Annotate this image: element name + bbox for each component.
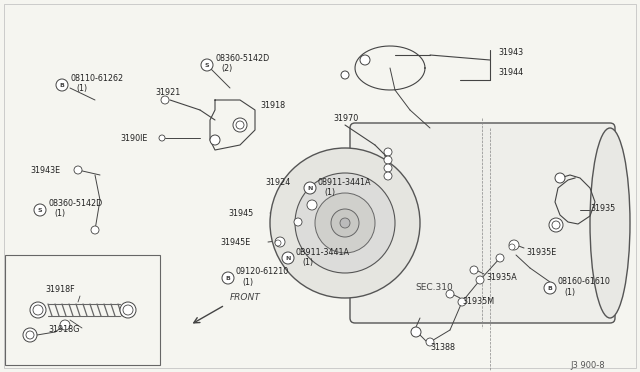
- Circle shape: [426, 338, 434, 346]
- Circle shape: [331, 209, 359, 237]
- Text: S: S: [205, 62, 209, 67]
- Text: 31945E: 31945E: [220, 237, 250, 247]
- Text: (1): (1): [324, 187, 335, 196]
- Circle shape: [307, 200, 317, 210]
- Text: (2): (2): [221, 64, 232, 73]
- Circle shape: [30, 302, 46, 318]
- Circle shape: [233, 118, 247, 132]
- Circle shape: [340, 218, 350, 228]
- Text: S: S: [38, 208, 42, 212]
- Circle shape: [60, 320, 70, 330]
- Text: SEC.310: SEC.310: [415, 283, 452, 292]
- Circle shape: [384, 164, 392, 172]
- Text: (1): (1): [564, 288, 575, 296]
- Text: 31943: 31943: [498, 48, 523, 57]
- Text: FRONT: FRONT: [230, 294, 260, 302]
- Text: 31935A: 31935A: [486, 273, 516, 282]
- Circle shape: [161, 96, 169, 104]
- Circle shape: [123, 305, 133, 315]
- Ellipse shape: [590, 128, 630, 318]
- Circle shape: [120, 302, 136, 318]
- Text: B: B: [225, 276, 230, 280]
- Text: 3190IE: 3190IE: [120, 134, 147, 142]
- Text: 31943E: 31943E: [30, 166, 60, 174]
- Circle shape: [236, 121, 244, 129]
- Circle shape: [360, 55, 370, 65]
- Text: 31944: 31944: [498, 67, 523, 77]
- Text: 31918G: 31918G: [48, 326, 79, 334]
- Text: 31924: 31924: [265, 177, 291, 186]
- Circle shape: [496, 254, 504, 262]
- Circle shape: [509, 244, 515, 250]
- Circle shape: [74, 166, 82, 174]
- Circle shape: [34, 204, 46, 216]
- Circle shape: [384, 148, 392, 156]
- Circle shape: [33, 305, 43, 315]
- Text: B: B: [548, 285, 552, 291]
- Text: 31921: 31921: [155, 87, 180, 96]
- Text: N: N: [307, 186, 313, 190]
- Circle shape: [458, 298, 466, 306]
- Circle shape: [384, 172, 392, 180]
- Circle shape: [509, 240, 519, 250]
- Text: (1): (1): [242, 278, 253, 286]
- Text: 31918F: 31918F: [45, 285, 75, 295]
- Text: 31918: 31918: [260, 100, 285, 109]
- Text: 08160-61610: 08160-61610: [558, 278, 611, 286]
- Text: 31935M: 31935M: [462, 298, 494, 307]
- Text: 31935: 31935: [590, 203, 615, 212]
- Circle shape: [446, 290, 454, 298]
- Circle shape: [159, 135, 165, 141]
- Text: (1): (1): [302, 257, 313, 266]
- Circle shape: [222, 272, 234, 284]
- Circle shape: [23, 328, 37, 342]
- Text: B: B: [60, 83, 65, 87]
- Text: 31970: 31970: [333, 113, 358, 122]
- Text: 08911-3441A: 08911-3441A: [318, 177, 371, 186]
- Circle shape: [341, 71, 349, 79]
- Circle shape: [282, 252, 294, 264]
- Circle shape: [555, 173, 565, 183]
- Circle shape: [304, 182, 316, 194]
- Circle shape: [275, 240, 281, 246]
- Circle shape: [552, 221, 560, 229]
- Bar: [5, 255, 160, 365]
- Text: (1): (1): [54, 208, 65, 218]
- Circle shape: [544, 282, 556, 294]
- Circle shape: [201, 59, 213, 71]
- Text: 08110-61262: 08110-61262: [70, 74, 123, 83]
- Circle shape: [549, 218, 563, 232]
- Circle shape: [295, 173, 395, 273]
- Text: N: N: [285, 256, 291, 260]
- Circle shape: [384, 156, 392, 164]
- Text: 09120-61210: 09120-61210: [236, 267, 289, 276]
- Circle shape: [476, 276, 484, 284]
- Text: 31945: 31945: [228, 208, 253, 218]
- Circle shape: [26, 331, 34, 339]
- Circle shape: [294, 218, 302, 226]
- Circle shape: [411, 327, 421, 337]
- Circle shape: [275, 237, 285, 247]
- Text: 08360-5142D: 08360-5142D: [215, 54, 269, 62]
- Text: 31388: 31388: [430, 343, 455, 353]
- Text: (1): (1): [76, 83, 87, 93]
- Text: 0B911-3441A: 0B911-3441A: [296, 247, 350, 257]
- Circle shape: [91, 226, 99, 234]
- Circle shape: [470, 266, 478, 274]
- Text: J3 900-8: J3 900-8: [570, 360, 605, 369]
- Text: 31935E: 31935E: [526, 247, 556, 257]
- FancyBboxPatch shape: [350, 123, 615, 323]
- Circle shape: [315, 193, 375, 253]
- Circle shape: [270, 148, 420, 298]
- Circle shape: [210, 135, 220, 145]
- Text: 08360-5142D: 08360-5142D: [48, 199, 102, 208]
- Circle shape: [56, 79, 68, 91]
